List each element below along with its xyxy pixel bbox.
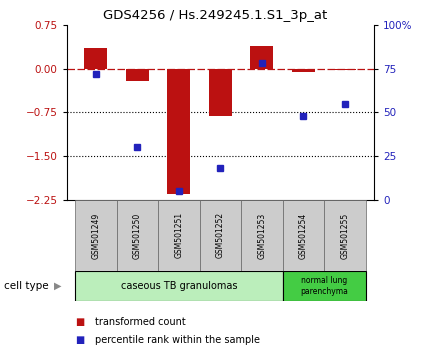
Text: ■: ■ [75, 335, 85, 345]
Bar [167, 69, 190, 194]
Text: GSM501250: GSM501250 [133, 212, 142, 258]
Bar [158, 200, 200, 271]
Text: GSM501251: GSM501251 [174, 212, 183, 258]
Bar [84, 48, 107, 69]
Text: cell type: cell type [4, 281, 49, 291]
Text: GDS4256 / Hs.249245.1.S1_3p_at: GDS4256 / Hs.249245.1.S1_3p_at [103, 9, 327, 22]
Bar [75, 200, 117, 271]
Bar [283, 271, 366, 301]
Text: caseous TB granulomas: caseous TB granulomas [120, 281, 237, 291]
Bar [283, 200, 324, 271]
Text: normal lung
parenchyma: normal lung parenchyma [300, 276, 348, 296]
Text: GSM501249: GSM501249 [91, 212, 100, 258]
Text: percentile rank within the sample: percentile rank within the sample [95, 335, 260, 345]
Bar [75, 271, 283, 301]
Bar [209, 69, 232, 116]
Text: GSM501255: GSM501255 [341, 212, 350, 258]
Text: ▶: ▶ [54, 281, 62, 291]
Text: ■: ■ [75, 317, 85, 327]
Bar [251, 46, 273, 69]
Bar [324, 200, 366, 271]
Bar [334, 69, 356, 70]
Bar [241, 200, 283, 271]
Text: transformed count: transformed count [95, 317, 185, 327]
Bar [200, 200, 241, 271]
Bar [126, 69, 149, 81]
Bar [292, 69, 315, 72]
Bar [117, 200, 158, 271]
Text: GSM501254: GSM501254 [299, 212, 308, 258]
Text: GSM501252: GSM501252 [216, 212, 225, 258]
Text: GSM501253: GSM501253 [258, 212, 267, 258]
